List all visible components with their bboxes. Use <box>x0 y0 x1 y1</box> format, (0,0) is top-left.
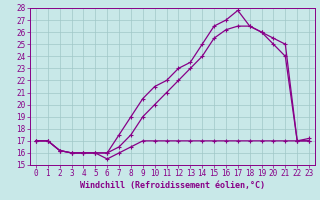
X-axis label: Windchill (Refroidissement éolien,°C): Windchill (Refroidissement éolien,°C) <box>80 181 265 190</box>
